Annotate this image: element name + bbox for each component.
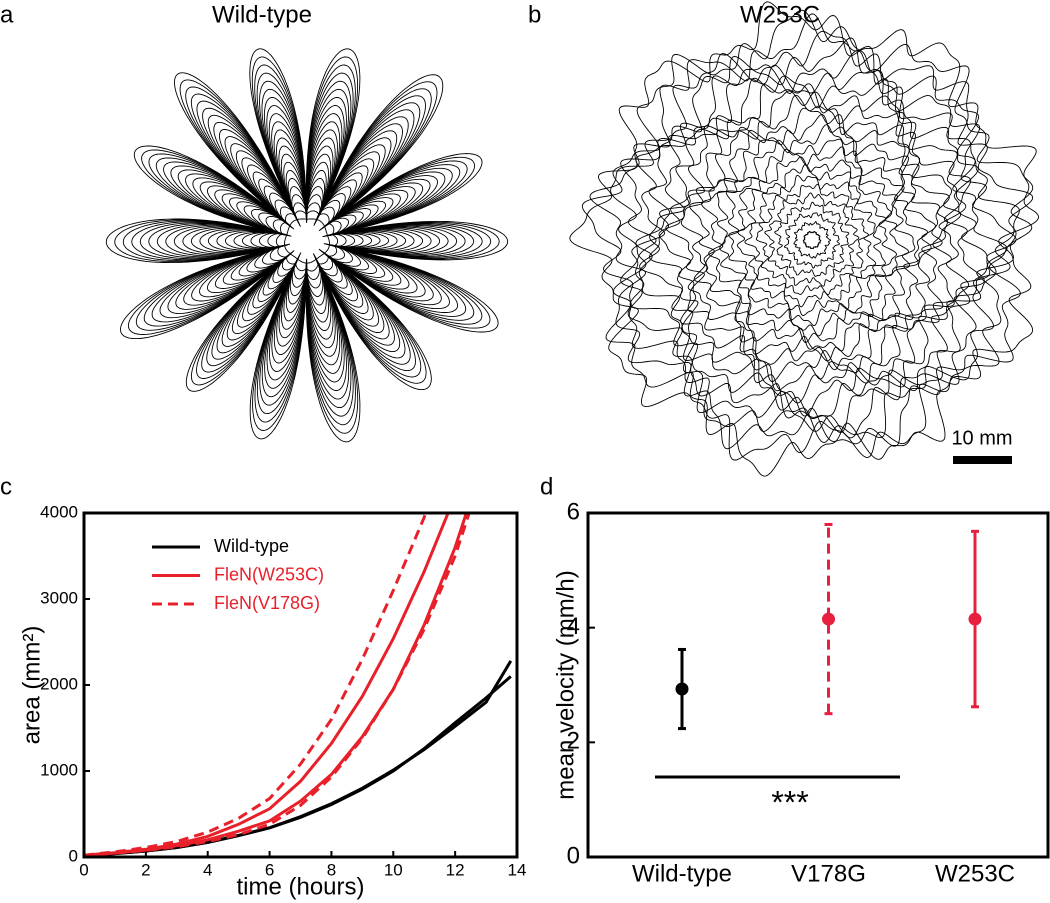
x-tick-label: 0: [79, 860, 88, 879]
line: [84, 513, 428, 857]
x-tick-label: W253C: [935, 860, 1015, 887]
contour: [802, 230, 822, 250]
contour: [658, 90, 962, 392]
contour: [258, 194, 356, 289]
x-tick-label: 14: [508, 860, 527, 879]
panel-label: c: [0, 473, 12, 500]
contour: [783, 212, 840, 269]
panel-label: d: [540, 473, 553, 500]
contour: [165, 105, 449, 383]
line: [84, 675, 512, 857]
legend-label: FleN(V178G): [214, 593, 320, 613]
contour: [701, 124, 928, 352]
contour: [148, 88, 466, 400]
y-tick-label: 1000: [40, 760, 78, 779]
y-tick-label: 2000: [40, 674, 78, 693]
contour: [610, 30, 1020, 443]
x-tick-label: V178G: [791, 860, 866, 887]
x-tick-label: 2: [141, 860, 150, 879]
contour: [755, 183, 869, 296]
contour: [173, 113, 441, 374]
contour: [190, 129, 424, 357]
contour: [589, 13, 1034, 450]
line: [84, 660, 513, 857]
legend-label: FleN(W253C): [214, 564, 324, 584]
y-tick-label: 2: [567, 728, 580, 755]
scale-bar-label: 10 mm: [951, 427, 1012, 449]
y-axis-label: area (mm²): [18, 626, 45, 745]
contour: [122, 64, 492, 426]
contour: [267, 202, 347, 280]
point: [822, 612, 835, 626]
axes-frame: [82, 511, 519, 859]
contour: [581, 9, 1034, 461]
x-tick-label: 4: [203, 860, 212, 879]
x-tick-label: Wild-type: [632, 860, 732, 887]
contour: [131, 72, 483, 417]
x-tick-label: 10: [384, 860, 403, 879]
contour: [629, 50, 1008, 433]
contour: [635, 64, 991, 419]
contour: [114, 56, 500, 434]
mutant-contours: [569, 1, 1039, 477]
chart-c: 0 2 4 6 8 10 12 14 0 1000 2000 3000 4000 Wild-type Fle…: [0, 473, 527, 900]
point: [675, 682, 689, 696]
contour: [250, 186, 364, 297]
contour: [156, 96, 458, 391]
plot-lines: [84, 513, 513, 857]
contour: [199, 137, 415, 349]
contour: [764, 192, 860, 287]
line: [84, 513, 471, 857]
y-tick-label: 6: [567, 498, 580, 525]
panel-label: a: [0, 1, 14, 28]
wild-type-contours: [105, 48, 509, 443]
contour: [774, 201, 850, 277]
y-tick-label: 3000: [40, 588, 78, 607]
contour: [275, 210, 339, 272]
contour: [744, 174, 877, 308]
contour: [224, 161, 390, 323]
x-tick-label: 6: [265, 860, 274, 879]
contour: [216, 153, 398, 332]
contour: [207, 145, 407, 340]
y-tick-label: 4: [567, 613, 580, 640]
y-tick-label: 4000: [40, 502, 78, 521]
contour: [665, 94, 950, 382]
y-axis-label: mean velocity (mm/h): [552, 570, 579, 799]
x-axis-label: time (hours): [236, 873, 364, 900]
y-tick-label: 0: [69, 846, 78, 865]
contour: [708, 138, 916, 343]
panel-title: Wild-type: [212, 1, 312, 28]
chart-d: 0 2 4 6 Wild-type V178G W253C *** mean velocity …: [540, 473, 1050, 887]
contour: [569, 1, 1039, 477]
significance-label: ***: [771, 784, 808, 820]
contour: [284, 218, 330, 264]
contour: [233, 169, 381, 314]
contour: [182, 121, 432, 366]
panel-label: b: [528, 1, 541, 28]
contour: [719, 146, 909, 337]
x-tick-label: 8: [327, 860, 336, 879]
y-tick-label: 0: [567, 842, 580, 869]
legend-label: Wild-type: [214, 536, 289, 556]
contour: [105, 48, 509, 443]
point: [968, 612, 982, 626]
x-tick-label: 12: [446, 860, 465, 879]
contour: [680, 107, 943, 371]
contour: [620, 37, 1017, 439]
contour: [139, 80, 475, 409]
contour: [793, 221, 832, 259]
contour: [689, 114, 936, 362]
axes-frame: [586, 511, 1050, 859]
